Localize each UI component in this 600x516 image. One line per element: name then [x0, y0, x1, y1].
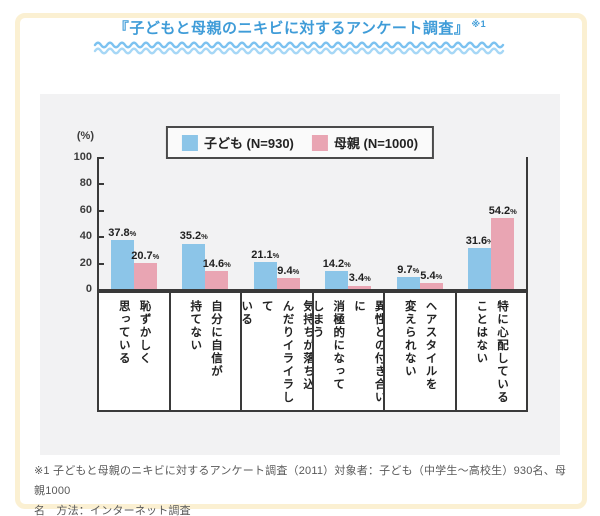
category-box: 気持ちが落ち込 んだりイライラして いる [240, 291, 314, 412]
y-tick-label: 60 [79, 203, 92, 216]
footnote: ※1 子どもと母親のニキビに対するアンケート調査（2011）対象者：子ども（中学… [34, 462, 568, 516]
y-axis-unit-label: (%) [76, 130, 94, 142]
bar-child: 31.6% [466, 235, 494, 290]
legend-label-mother: 母親 (N=1000) [333, 136, 419, 151]
bar-group: 9.7% 5.4% [384, 158, 456, 290]
bar-value-label: 9.4% [277, 264, 300, 277]
title-block: 『子どもと母親のニキビに対するアンケート調査』 ※1 [0, 19, 600, 56]
legend-item-mother: 母親 (N=1000) [311, 133, 419, 152]
bar-group: 21.1% 9.4% [241, 158, 313, 290]
bar-child: 21.1% [251, 249, 279, 290]
legend-label-child: 子ども (N=930) [203, 136, 294, 151]
category-label: 自分に自信が 持てない [189, 300, 222, 378]
bar-mother: 5.4% [419, 270, 443, 290]
bar-child: 37.8% [108, 227, 136, 290]
category-box: ヘアスタイルを 変えられない [383, 291, 457, 412]
bar-child: 9.7% [396, 264, 420, 290]
footnote-line-1: ※1 子どもと母親のニキビに対するアンケート調査（2011）対象者：子ども（中学… [34, 465, 567, 497]
category-label: 特に心配している ことはない [475, 300, 508, 404]
plot-area: 37.8% 20.7% 35.2% 14.6% 21.1% 9.4% 14.2% 3.4% 9.… [98, 158, 527, 290]
bar-child: 14.2% [323, 258, 351, 290]
chart-panel: (%) 子ども (N=930) 母親 (N=1000) 0 20 40 60 80 100… [40, 94, 560, 455]
title-footnote-ref: ※1 [471, 19, 487, 29]
bar-group: 35.2% 14.6% [170, 158, 242, 290]
page-title: 『子どもと母親のニキビに対するアンケート調査』 ※1 [0, 19, 600, 39]
bar-mother: 14.6% [203, 258, 231, 290]
category-box: 恥ずかしく 思っている [97, 291, 171, 412]
bar-value-label: 5.4% [420, 269, 443, 282]
bar-mother: 54.2% [489, 205, 517, 290]
category-label: 異性との付き合いに 消極的になって しまう [311, 300, 385, 404]
bar-group: 14.2% 3.4% [313, 158, 385, 290]
bar-group: 31.6% 54.2% [456, 158, 528, 290]
footnote-line-2: 名 方法：インターネット調査 [34, 504, 191, 516]
bar-value-label: 21.1% [251, 249, 280, 262]
y-tick-label: 40 [79, 230, 92, 243]
y-tick-label: 100 [73, 151, 92, 163]
legend-item-child: 子ども (N=930) [181, 133, 294, 152]
y-tick-label: 80 [79, 177, 92, 190]
chart-legend: 子ども (N=930) 母親 (N=1000) [165, 126, 435, 159]
y-tick-label: 20 [79, 256, 92, 269]
bar-value-label: 14.6% [202, 257, 231, 270]
legend-swatch-child [181, 134, 198, 151]
bar-mother: 20.7% [131, 250, 159, 290]
category-label: 気持ちが落ち込 んだりイライラして いる [240, 300, 314, 404]
bar-value-label: 54.2% [488, 205, 517, 218]
bar-value-label: 20.7% [131, 249, 160, 262]
category-box: 自分に自信が 持てない [168, 291, 242, 412]
category-box: 異性との付き合いに 消極的になって しまう [311, 291, 385, 412]
bar-mother: 9.4% [276, 265, 300, 290]
bar-value-label: 14.2% [322, 258, 351, 271]
bar-value-label: 31.6% [465, 235, 494, 248]
title-underline-wave-icon [93, 41, 505, 54]
bar-value-label: 3.4% [348, 272, 371, 285]
bar-value-label: 9.7% [397, 264, 420, 277]
bar-group: 37.8% 20.7% [98, 158, 170, 290]
category-label: 恥ずかしく 思っている [117, 300, 151, 365]
category-labels: 恥ずかしく 思っている 自分に自信が 持てない 気持ちが落ち込 んだりイライラして … [97, 291, 528, 412]
bar-value-label: 37.8% [108, 227, 137, 240]
bar-mother: 3.4% [348, 272, 372, 290]
category-box: 特に心配している ことはない [454, 291, 528, 412]
category-label: ヘアスタイルを 変えられない [403, 300, 437, 391]
bar-value-label: 35.2% [179, 230, 208, 243]
legend-swatch-mother [311, 134, 328, 151]
x-axis-line [97, 289, 528, 292]
y-tick-label: 0 [85, 283, 92, 295]
page-title-text: 『子どもと母親のニキビに対するアンケート調査』 [113, 20, 470, 37]
bar-child: 35.2% [180, 230, 208, 290]
